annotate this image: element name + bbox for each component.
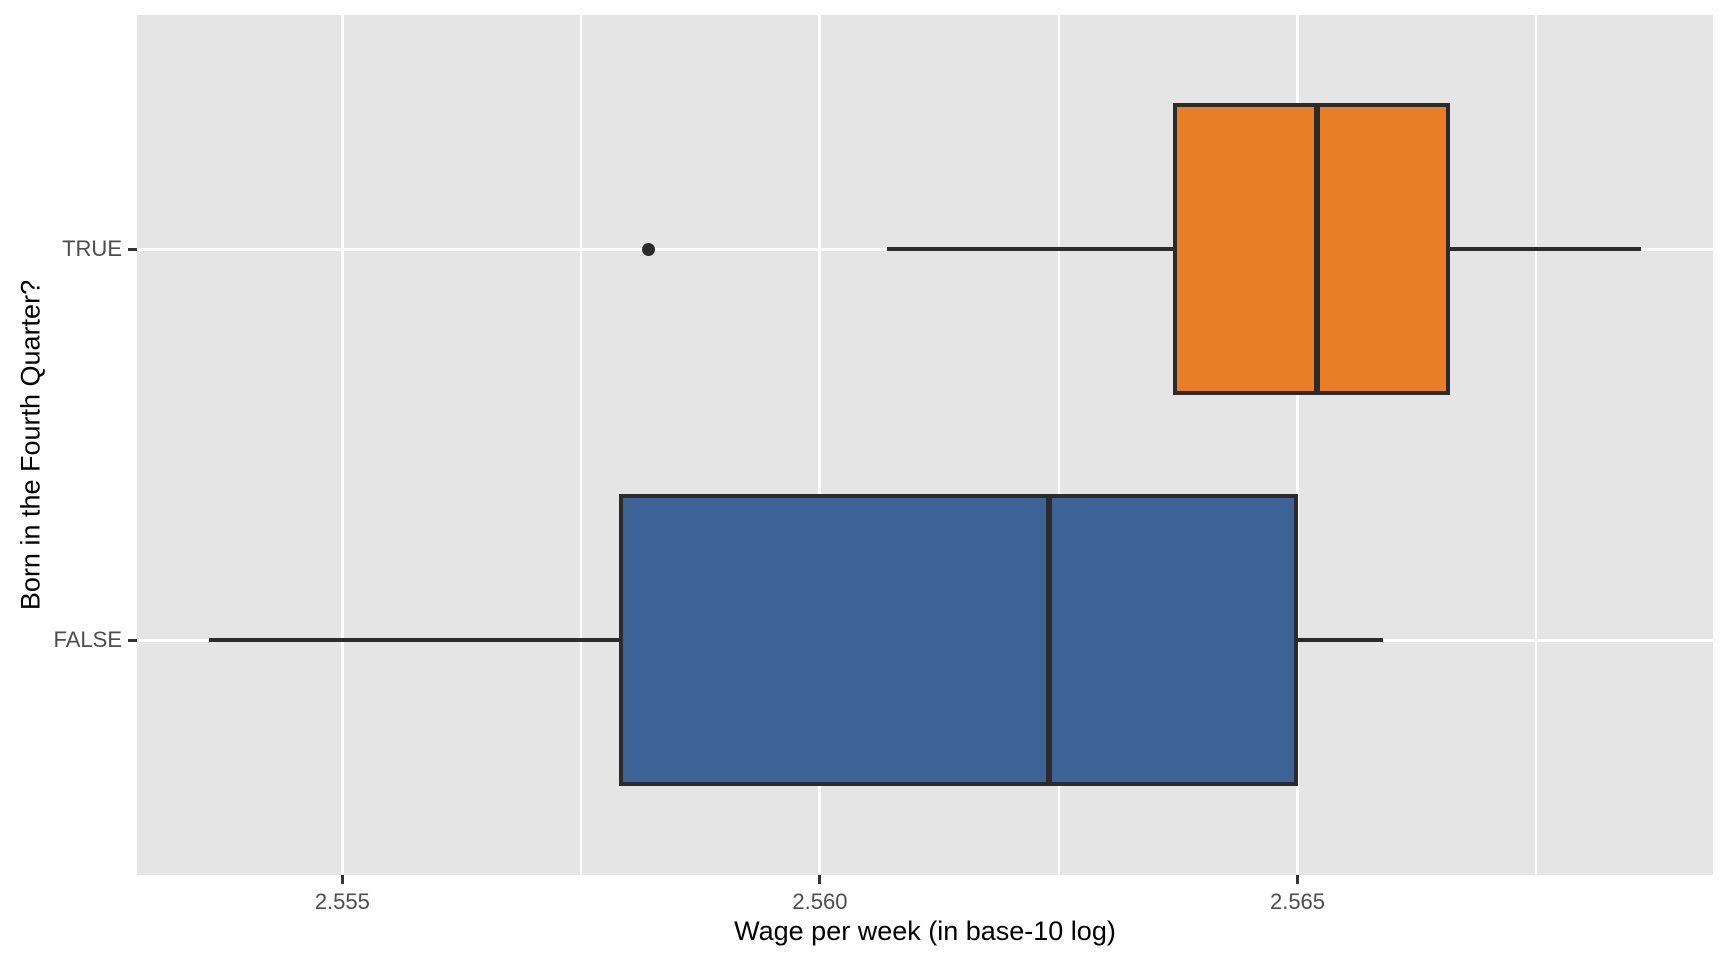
whisker-high-false	[1297, 638, 1384, 642]
y-tick-mark	[128, 247, 137, 251]
x-tick-label: 2.565	[1269, 889, 1326, 914]
whisker-low-false	[208, 638, 620, 642]
plot-panel	[137, 15, 1713, 875]
x-minor-gridline	[1535, 15, 1538, 875]
whisker-high-true	[1450, 247, 1642, 251]
box-false	[619, 494, 1298, 786]
outlier-point-true	[641, 242, 655, 256]
whisker-low-true	[886, 247, 1174, 251]
y-tick-label: TRUE	[62, 236, 122, 261]
y-tick-mark	[128, 638, 137, 642]
median-false	[1046, 494, 1053, 786]
x-major-gridline	[818, 15, 822, 875]
box-true	[1173, 103, 1451, 395]
y-tick-label: FALSE	[53, 627, 122, 652]
x-major-gridline	[1296, 15, 1299, 875]
y-axis-title: Born in the Fourth Quarter?	[15, 279, 46, 611]
x-tick-mark	[340, 875, 344, 884]
x-axis-title: Wage per week (in base-10 log)	[734, 916, 1116, 946]
x-minor-gridline	[580, 15, 583, 875]
x-minor-gridline	[1057, 15, 1060, 875]
x-tick-mark	[818, 875, 822, 884]
x-tick-mark	[1296, 875, 1299, 884]
x-tick-label: 2.555	[314, 889, 370, 914]
x-tick-label: 2.560	[792, 889, 848, 914]
x-major-gridline	[340, 15, 344, 875]
median-true	[1313, 103, 1320, 395]
